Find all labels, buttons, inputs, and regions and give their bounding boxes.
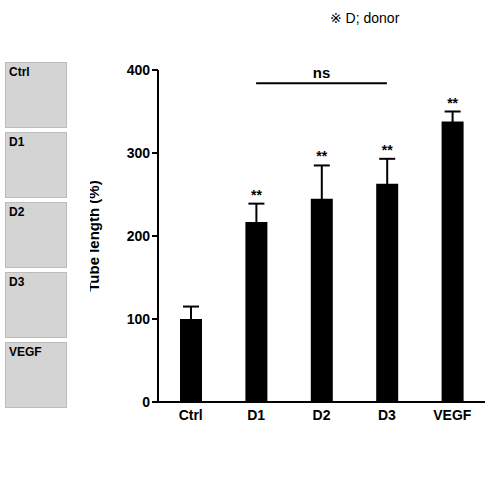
html-text:※ D; donor: ※ D; donor — [330, 10, 400, 26]
svg-text:Tube length (%): Tube length (%) — [90, 180, 102, 291]
svg-text:D1: D1 — [247, 407, 265, 423]
html-text:D2: D2 — [9, 205, 25, 219]
svg-text:300: 300 — [127, 145, 151, 161]
svg-text:VEGF: VEGF — [433, 407, 472, 423]
svg-text:**: ** — [316, 148, 327, 164]
svg-text:D3: D3 — [378, 407, 396, 423]
svg-text:**: ** — [447, 95, 458, 111]
svg-text:400: 400 — [127, 62, 151, 78]
html-text:D1: D1 — [9, 135, 25, 149]
svg-text:0: 0 — [142, 394, 150, 410]
svg-text:200: 200 — [127, 228, 151, 244]
html-text:D3: D3 — [9, 275, 25, 289]
html-text:VEGF: VEGF — [9, 345, 42, 359]
svg-text:Ctrl: Ctrl — [179, 407, 203, 423]
svg-text:**: ** — [251, 187, 262, 203]
html-text:Ctrl: Ctrl — [9, 65, 30, 79]
svg-text:**: ** — [382, 142, 393, 158]
svg-text:100: 100 — [127, 311, 151, 327]
svg-text:ns: ns — [313, 64, 331, 81]
svg-text:D2: D2 — [313, 407, 331, 423]
